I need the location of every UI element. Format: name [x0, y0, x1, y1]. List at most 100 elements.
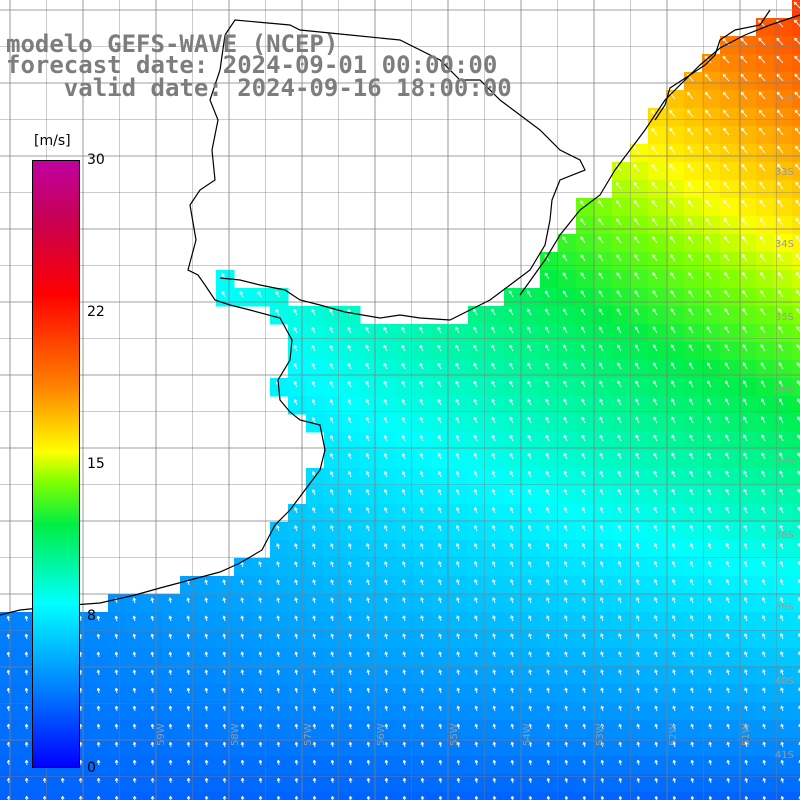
wind-arrow-head — [618, 633, 622, 637]
colorbar-tick: 22 — [87, 304, 105, 320]
field-cell — [486, 774, 505, 793]
wind-arrow-head — [241, 687, 245, 691]
field-cell — [540, 684, 559, 703]
field-cell — [126, 774, 145, 793]
field-cell — [252, 702, 271, 721]
wind-arrow — [706, 290, 712, 298]
wind-arrow-head — [133, 615, 137, 619]
wind-arrow — [795, 236, 800, 243]
wind-arrow — [669, 128, 676, 136]
wind-arrow-head — [169, 759, 173, 763]
field-cell — [180, 594, 199, 613]
field-cell — [378, 612, 397, 631]
field-cell — [594, 234, 613, 253]
wind-arrow-head — [672, 506, 676, 510]
wind-arrow-head — [565, 651, 568, 655]
wind-arrow — [510, 561, 514, 568]
field-cell — [558, 288, 577, 307]
wind-arrow-head — [349, 687, 353, 691]
wind-arrow-head — [151, 669, 155, 673]
wind-arrow-head — [241, 795, 245, 799]
wind-arrow-head — [528, 543, 532, 546]
wind-arrow-head — [133, 687, 137, 691]
field-cell — [180, 792, 199, 800]
wind-arrow-head — [527, 380, 531, 384]
field-cell — [90, 702, 109, 721]
wind-arrow-head — [689, 452, 693, 456]
wind-arrow-head — [687, 91, 691, 94]
wind-arrow-head — [456, 597, 460, 601]
field-cell — [702, 666, 721, 685]
wind-arrow-head — [493, 741, 497, 745]
wind-arrow — [455, 362, 460, 370]
field-cell — [540, 378, 559, 397]
wind-arrow-head — [546, 488, 550, 492]
field-cell — [90, 612, 109, 631]
field-cell — [576, 252, 595, 271]
wind-arrow — [546, 579, 550, 586]
wind-arrow-head — [545, 272, 549, 275]
wind-arrow-head — [80, 795, 83, 799]
wind-arrow-head — [455, 380, 459, 384]
wind-arrow-head — [635, 326, 639, 329]
wind-arrow-head — [151, 759, 155, 763]
wind-arrow-head — [385, 777, 389, 781]
wind-arrow-head — [600, 524, 604, 528]
field-cell — [486, 738, 505, 757]
field-cell — [432, 630, 451, 649]
wind-arrow-head — [527, 398, 531, 402]
wind-arrow-head — [115, 759, 119, 763]
field-cell — [360, 630, 379, 649]
wind-arrow-head — [547, 651, 550, 655]
field-cell — [648, 234, 667, 253]
wind-arrow-head — [384, 507, 388, 510]
wind-arrow-head — [455, 362, 459, 366]
wind-arrow-head — [563, 434, 567, 438]
field-cell — [684, 720, 703, 739]
wind-arrow-head — [205, 615, 209, 619]
field-cell — [792, 576, 800, 595]
field-cell — [180, 576, 199, 595]
field-cell — [396, 342, 415, 361]
field-cell — [702, 378, 721, 397]
wind-arrow — [777, 163, 784, 172]
field-cell — [720, 396, 739, 415]
wind-arrow-head — [705, 182, 709, 185]
field-cell — [738, 450, 757, 469]
wind-arrow-head — [760, 344, 764, 347]
wind-arrow-head — [474, 561, 478, 564]
field-cell — [576, 450, 595, 469]
field-cell — [612, 234, 631, 253]
field-cell — [558, 666, 577, 685]
field-cell — [576, 342, 595, 361]
field-cell — [576, 702, 595, 721]
field-cell — [162, 720, 181, 739]
field-cell — [666, 198, 685, 217]
field-cell — [558, 630, 577, 649]
wind-arrow — [776, 37, 784, 46]
field-cell — [738, 306, 757, 325]
wind-arrow — [724, 344, 730, 352]
wind-arrow-head — [456, 507, 460, 510]
field-cell — [396, 504, 415, 523]
wind-arrow — [402, 561, 406, 568]
wind-arrow — [544, 290, 550, 298]
wind-arrow-head — [402, 435, 406, 438]
wind-arrow-head — [455, 344, 459, 348]
field-cell — [774, 378, 793, 397]
wind-arrow-head — [691, 705, 694, 709]
field-cell — [792, 774, 800, 793]
field-cell — [342, 378, 361, 397]
wind-arrow-head — [796, 326, 800, 329]
wind-arrow — [509, 435, 514, 442]
lat-label: 36S — [774, 384, 794, 395]
field-cell — [666, 540, 685, 559]
field-cell — [648, 378, 667, 397]
wind-arrow-head — [457, 741, 461, 745]
field-cell — [666, 306, 685, 325]
wind-arrow — [528, 561, 532, 568]
wind-arrow-head — [708, 669, 712, 673]
wind-arrow-head — [601, 687, 604, 691]
wind-arrow-head — [744, 669, 748, 673]
wind-arrow-head — [420, 398, 424, 402]
